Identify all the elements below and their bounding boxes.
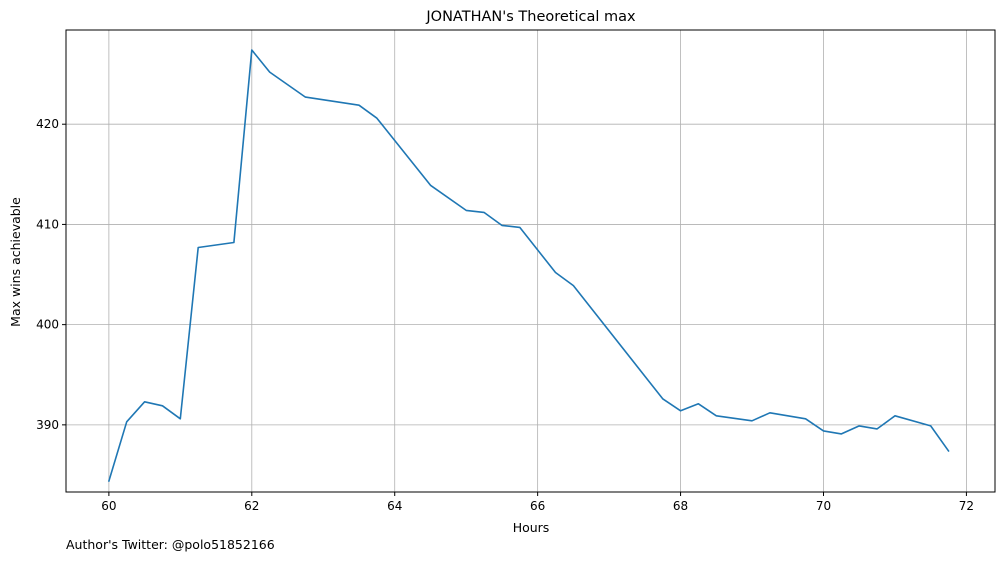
x-tick-label: 72 bbox=[959, 499, 974, 513]
x-tick-label: 70 bbox=[816, 499, 831, 513]
y-tick-label: 400 bbox=[36, 318, 59, 332]
x-axis-label: Hours bbox=[513, 520, 550, 535]
y-tick-label: 420 bbox=[36, 117, 59, 131]
x-tick-label: 68 bbox=[673, 499, 688, 513]
series-layer bbox=[107, 49, 950, 482]
chart-title: JONATHAN's Theoretical max bbox=[425, 9, 636, 25]
x-tick-label: 62 bbox=[244, 499, 259, 513]
axis-ticks: 60 62 64 66 68 70 72 390 400 410 420 bbox=[36, 117, 974, 513]
y-axis-label: Max wins achievable bbox=[8, 197, 23, 327]
plot-area bbox=[65, 29, 996, 493]
x-tick-label: 60 bbox=[101, 499, 116, 513]
y-tick-label: 410 bbox=[36, 217, 59, 231]
grid-lines bbox=[66, 30, 995, 492]
x-tick-label: 66 bbox=[530, 499, 545, 513]
y-tick-label: 390 bbox=[36, 418, 59, 432]
series-line bbox=[107, 49, 950, 482]
author-twitter-note: Author's Twitter: @polo51852166 bbox=[66, 537, 275, 552]
x-tick-label: 64 bbox=[387, 499, 402, 513]
